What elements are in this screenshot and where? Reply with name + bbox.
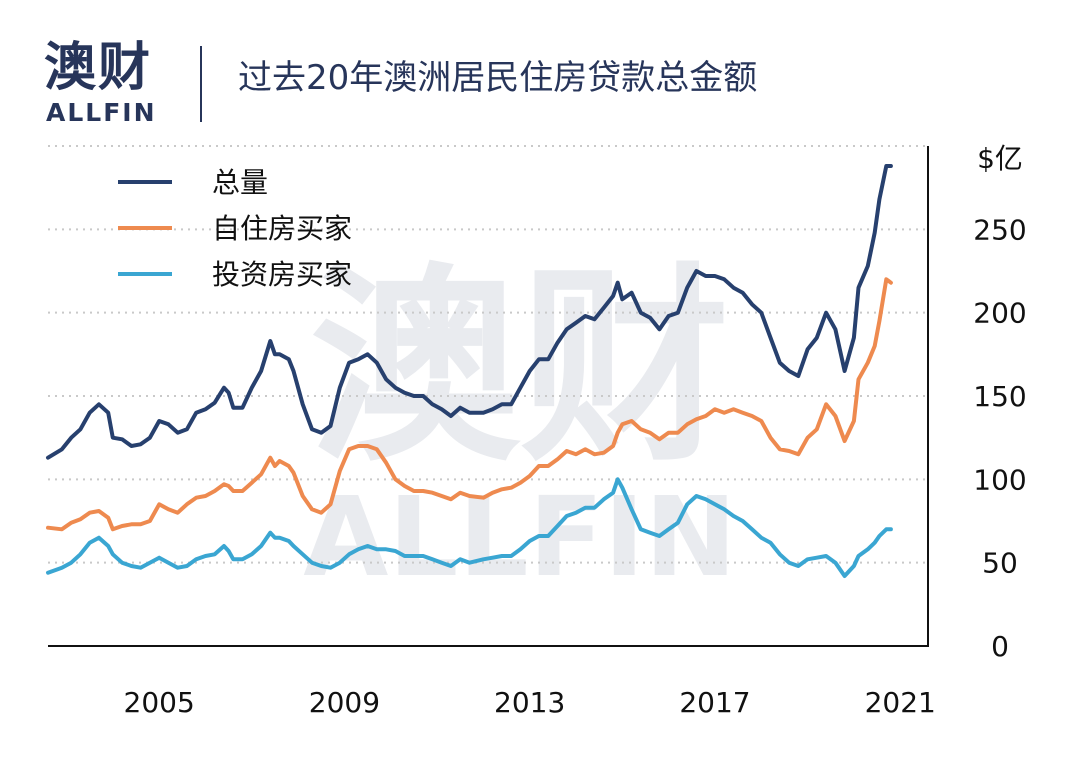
logo-divider [200, 46, 202, 122]
brand-logo-chinese: 澳财 [44, 38, 153, 98]
x-tick-label: 2017 [679, 686, 750, 719]
x-tick-label: 2005 [124, 686, 195, 719]
chart-header: 澳财 ALLFIN 过去20年澳洲居民住房贷款总金额 [0, 0, 1080, 135]
y-tick-label: 50 [982, 547, 1018, 580]
watermark-chinese: 澳财 [310, 245, 730, 490]
x-tick-label: 2021 [865, 686, 936, 719]
legend-label: 自住房买家 [212, 212, 352, 245]
y-tick-label: 100 [973, 463, 1026, 496]
brand-logo-english: ALLFIN [46, 98, 157, 127]
legend-label: 投资房买家 [212, 258, 352, 291]
legend-label: 总量 [212, 166, 268, 199]
x-tick-label: 2013 [494, 686, 565, 719]
watermark-english: ALLFIN [303, 473, 736, 601]
y-axis-ticks: 0 50 100 150 200 250 [973, 213, 1026, 663]
axes [48, 146, 929, 647]
y-tick-label: 250 [973, 213, 1026, 246]
y-tick-label: 150 [973, 380, 1026, 413]
series-line [46, 277, 893, 532]
chart-title: 过去20年澳洲居民住房贷款总金额 [238, 58, 758, 98]
x-tick-label: 2009 [309, 686, 380, 719]
series-line [46, 477, 893, 578]
series-lines [46, 164, 893, 578]
y-axis-unit-label: $亿 [977, 142, 1023, 175]
series-line [46, 164, 893, 460]
y-tick-label: 0 [991, 630, 1009, 663]
y-tick-label: 200 [973, 297, 1026, 330]
x-axis-ticks: 2005 2009 2013 2017 2021 [124, 686, 936, 719]
